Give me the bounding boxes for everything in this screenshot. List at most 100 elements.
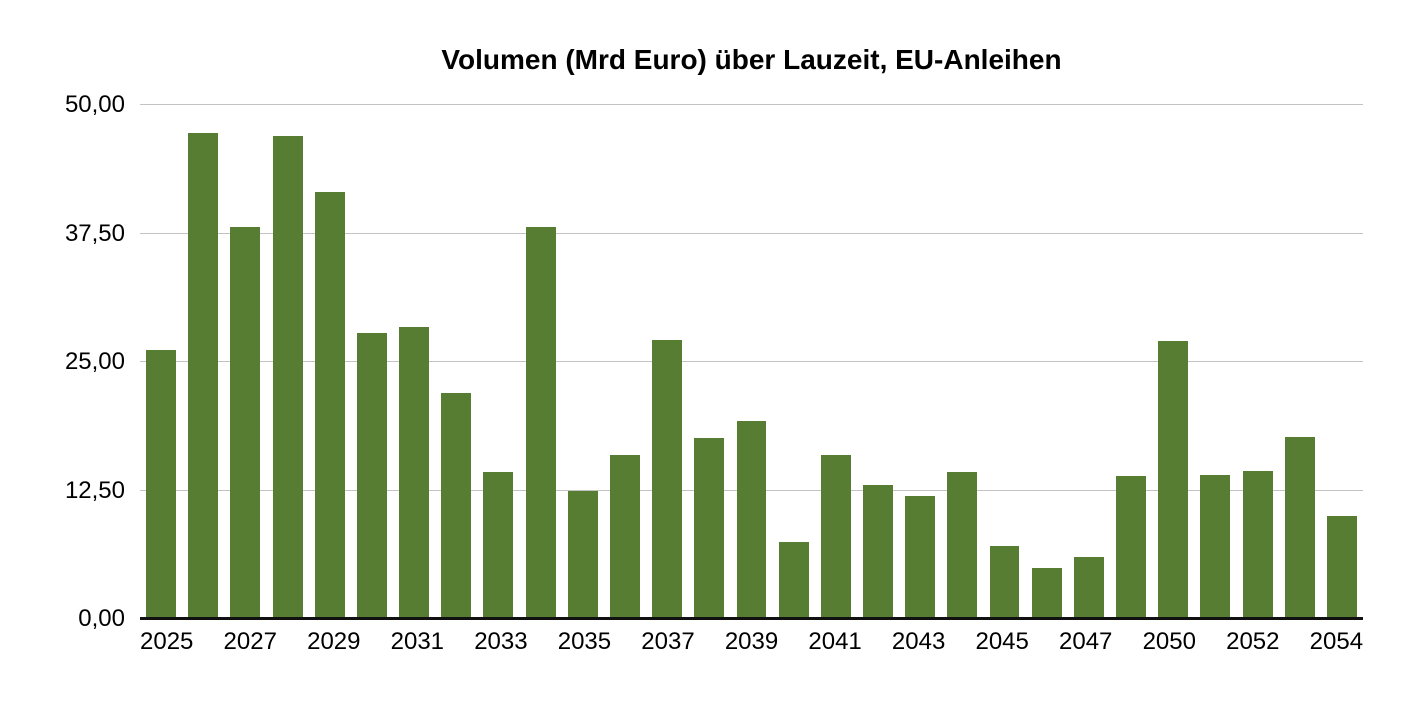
x-axis-tick-empty <box>611 628 641 656</box>
bar-slot <box>646 105 688 619</box>
x-axis-tick-empty <box>277 628 307 656</box>
bar-slot <box>857 105 899 619</box>
bar-slot <box>520 105 562 619</box>
x-axis-tick-empty <box>360 628 390 656</box>
bar-2043 <box>905 495 936 619</box>
y-axis: 0,00 12,50 25,00 37,50 50,00 <box>0 91 125 632</box>
x-axis-tick-empty <box>945 628 975 656</box>
bar-2027 <box>230 227 261 619</box>
x-axis-line <box>140 617 1363 620</box>
bar-2030 <box>356 333 387 619</box>
bar-2033 <box>483 472 514 619</box>
bar-2025 <box>146 349 177 619</box>
x-axis-tick-empty <box>528 628 558 656</box>
bar-2035 <box>567 490 598 619</box>
bar-2051 <box>1200 475 1231 619</box>
gridline <box>140 232 1363 234</box>
bar-2034 <box>525 227 556 619</box>
bar-slot <box>1279 105 1321 619</box>
y-axis-tick-label: 37,50 <box>64 219 125 247</box>
bar-slot <box>351 105 393 619</box>
x-axis-tick-label: 2027 <box>223 628 277 655</box>
x-axis-tick-label: 2045 <box>975 628 1029 655</box>
bar-slot <box>393 105 435 619</box>
bar-slot <box>1068 105 1110 619</box>
bar-2026 <box>188 132 219 619</box>
bar-slot <box>309 105 351 619</box>
bar-2053 <box>1284 437 1315 619</box>
bar-2041 <box>820 454 851 619</box>
bar-slot <box>773 105 815 619</box>
y-axis-tick-label: 25,00 <box>64 348 125 375</box>
x-axis-tick-label: 2047 <box>1059 628 1113 655</box>
bar-slot <box>1152 105 1194 619</box>
bar-2048 <box>1116 476 1146 619</box>
bar-slot <box>688 105 730 619</box>
gridline <box>140 104 1363 105</box>
x-axis-tick-empty <box>778 628 808 656</box>
bar-2031 <box>399 327 430 619</box>
bar-2029 <box>314 192 345 619</box>
bar-slot <box>182 105 224 619</box>
gridline <box>140 361 1363 362</box>
x-axis-tick-label: 2035 <box>557 628 612 655</box>
bar-slot <box>562 105 604 619</box>
x-axis-tick-label: 2054 <box>1309 628 1364 655</box>
x-axis-tick-empty <box>1280 628 1310 656</box>
x-axis-tick-label: 2043 <box>891 628 946 655</box>
bar-slot <box>1026 105 1068 619</box>
x-axis-tick-empty <box>862 628 892 656</box>
bar-slot <box>1321 105 1363 619</box>
y-axis-tick-label: 50,00 <box>64 91 125 118</box>
bar-2042 <box>863 485 893 619</box>
bar-slot <box>983 105 1025 619</box>
bar-2050 <box>1158 341 1189 619</box>
x-axis-tick-empty <box>695 628 725 656</box>
bar-slot <box>435 105 477 619</box>
bar-2037 <box>652 340 683 619</box>
bar-slot <box>224 105 266 619</box>
bar-2046 <box>1031 567 1062 619</box>
bar-2054 <box>1326 516 1357 619</box>
bar-slot <box>1236 105 1278 619</box>
x-axis-tick-label: 2033 <box>474 628 528 655</box>
x-axis-tick-label: 2031 <box>390 628 445 655</box>
bar-slot <box>1194 105 1236 619</box>
x-axis-tick-empty <box>444 628 474 656</box>
x-axis-tick-label: 2050 <box>1142 628 1196 655</box>
x-axis: 2025 2027 2029 2031 2033 2035 2037 2039 2041 2043… <box>140 628 1363 656</box>
bar-slot <box>604 105 646 619</box>
x-axis-tick-label: 2025 <box>140 628 194 655</box>
bar-2039 <box>736 420 767 619</box>
chart-title: Volumen (Mrd Euro) über Lauzeit, EU-Anle… <box>441 44 1062 75</box>
bar-slot <box>1110 105 1152 619</box>
bar-2040 <box>778 541 809 619</box>
x-axis-tick-empty <box>1196 628 1226 656</box>
bar-slot <box>730 105 772 619</box>
bar-slot <box>941 105 983 619</box>
plot-area <box>140 104 1363 620</box>
x-axis-tick-label: 2029 <box>307 628 361 655</box>
bar-slot <box>140 105 182 619</box>
y-axis-tick-label: 12,50 <box>64 476 125 504</box>
x-axis-tick-label: 2039 <box>724 628 779 655</box>
bar-2036 <box>610 454 640 619</box>
y-axis-tick-label: 0,00 <box>78 605 125 632</box>
bar-slot <box>477 105 519 619</box>
bar-2044 <box>947 472 978 619</box>
x-axis-tick-empty <box>1112 628 1142 656</box>
x-axis-tick-label: 2052 <box>1226 628 1280 655</box>
bars-group <box>140 105 1363 619</box>
bar-2032 <box>441 392 472 619</box>
x-axis-tick-empty <box>193 628 223 656</box>
x-axis-tick-empty <box>1029 628 1059 656</box>
bar-2052 <box>1242 470 1273 619</box>
bar-slot <box>815 105 857 619</box>
bar-slot <box>899 105 941 619</box>
bar-slot <box>267 105 309 619</box>
bar-2047 <box>1073 557 1104 619</box>
bar-2038 <box>694 438 725 619</box>
x-axis-tick-label: 2037 <box>641 628 695 655</box>
x-axis-tick-label: 2041 <box>808 628 862 655</box>
